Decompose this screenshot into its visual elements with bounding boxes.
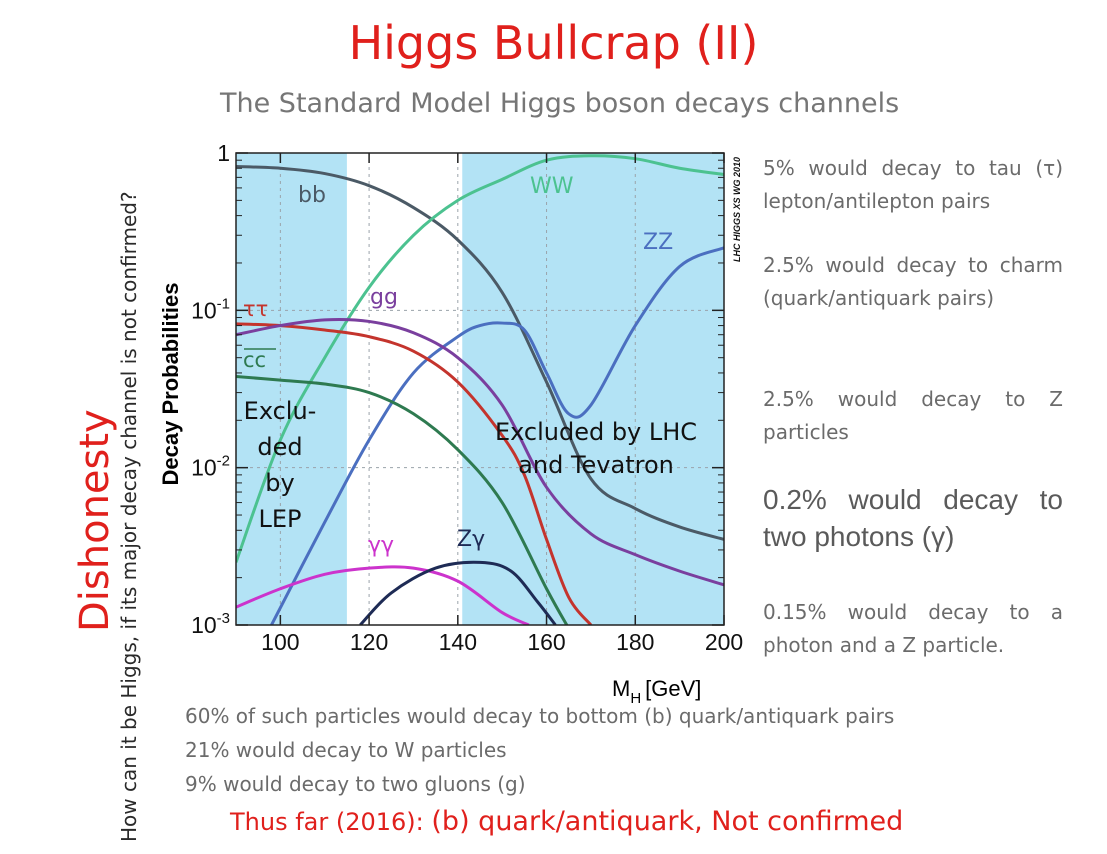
- chart-labels: 100 120 140 160 180 200 1 10-1 10-2 10-3 Decay Pro…: [158, 140, 743, 707]
- excluded-region-1: [462, 153, 724, 625]
- y-axis-label: Decay Probabilities: [158, 283, 183, 486]
- note-gluons: 9% would decay to two gluons (g): [185, 772, 526, 796]
- series-label-2: ZZ: [643, 230, 673, 255]
- excluded-region-label-1: Excluded by LHC: [495, 418, 697, 446]
- series-line-3: [236, 322, 593, 625]
- x-tick-label-2: 140: [439, 629, 477, 655]
- note-photon-z: 0.15% would decay to a photon and a Z pa…: [763, 600, 1063, 657]
- conclusion: Thus far (2016): (b) quark/antiquark, No…: [230, 806, 903, 837]
- y-tick-label-0: 1: [217, 140, 230, 166]
- note-tau: 5% would decay to tau (τ) lepton/antilep…: [763, 156, 1063, 213]
- x-tick-label-5: 200: [705, 629, 743, 655]
- y-tick-label-3: 10-3: [191, 610, 230, 638]
- plot-border: [235, 152, 725, 626]
- excluded-region-label-0: ded: [257, 433, 302, 461]
- series-label-0: bb: [298, 183, 326, 208]
- excluded-region-label-0: LEP: [258, 505, 301, 533]
- excluded-region-label-1: and Tevatron: [518, 451, 674, 479]
- y-tick-label-1: 10-1: [191, 295, 230, 323]
- series-line-7: [359, 560, 557, 625]
- excluded-region-label-0: by: [265, 469, 294, 497]
- y-tick-label-2: 10-2: [191, 453, 230, 481]
- x-tick-label-4: 180: [616, 629, 654, 655]
- series-line-4: [236, 317, 724, 587]
- series-label-7: Zγ: [457, 527, 485, 552]
- series-line-2: [270, 246, 724, 625]
- note-z: 2.5% would decay to Z particles: [763, 387, 1063, 444]
- conclusion-prefix: Thus far (2016):: [230, 808, 432, 836]
- x-tick-label-0: 100: [261, 629, 299, 655]
- conclusion-emphasis: (b) quark/antiquark, Not confirmed: [431, 806, 904, 837]
- excluded-region-0: [236, 153, 347, 625]
- slide-subtitle: The Standard Model Higgs boson decays ch…: [220, 88, 900, 119]
- excluded-bands: [236, 153, 724, 625]
- series-line-5: [236, 374, 569, 625]
- series-label-3: ττ: [243, 297, 268, 321]
- watermark: LHC HIGGS XS WG 2010: [732, 157, 742, 262]
- note-charm: 2.5% would decay to charm (quark/antiqua…: [763, 253, 1063, 310]
- note-bottom: 60% of such particles would decay to bot…: [185, 704, 895, 728]
- x-tick-label-1: 120: [350, 629, 388, 655]
- note-photons: 0.2% would decay to two photons (γ): [763, 484, 1063, 552]
- series-line-6: [236, 565, 530, 625]
- series-line-0: [236, 165, 724, 541]
- series-lines: [236, 154, 724, 625]
- plot-frame: [235, 152, 725, 626]
- series-label-6: γγ: [368, 533, 394, 558]
- note-w: 21% would decay to W particles: [185, 738, 507, 762]
- series-label-1: WW: [530, 174, 574, 199]
- slide-title: Higgs Bullcrap (II): [348, 16, 759, 70]
- series-label-4: gg: [370, 285, 398, 310]
- series-label-5: cc: [243, 348, 266, 372]
- x-tick-label-3: 160: [527, 629, 565, 655]
- excluded-region-label-0: Exclu-: [244, 397, 317, 425]
- x-axis-label: MH [GeV]: [612, 676, 701, 707]
